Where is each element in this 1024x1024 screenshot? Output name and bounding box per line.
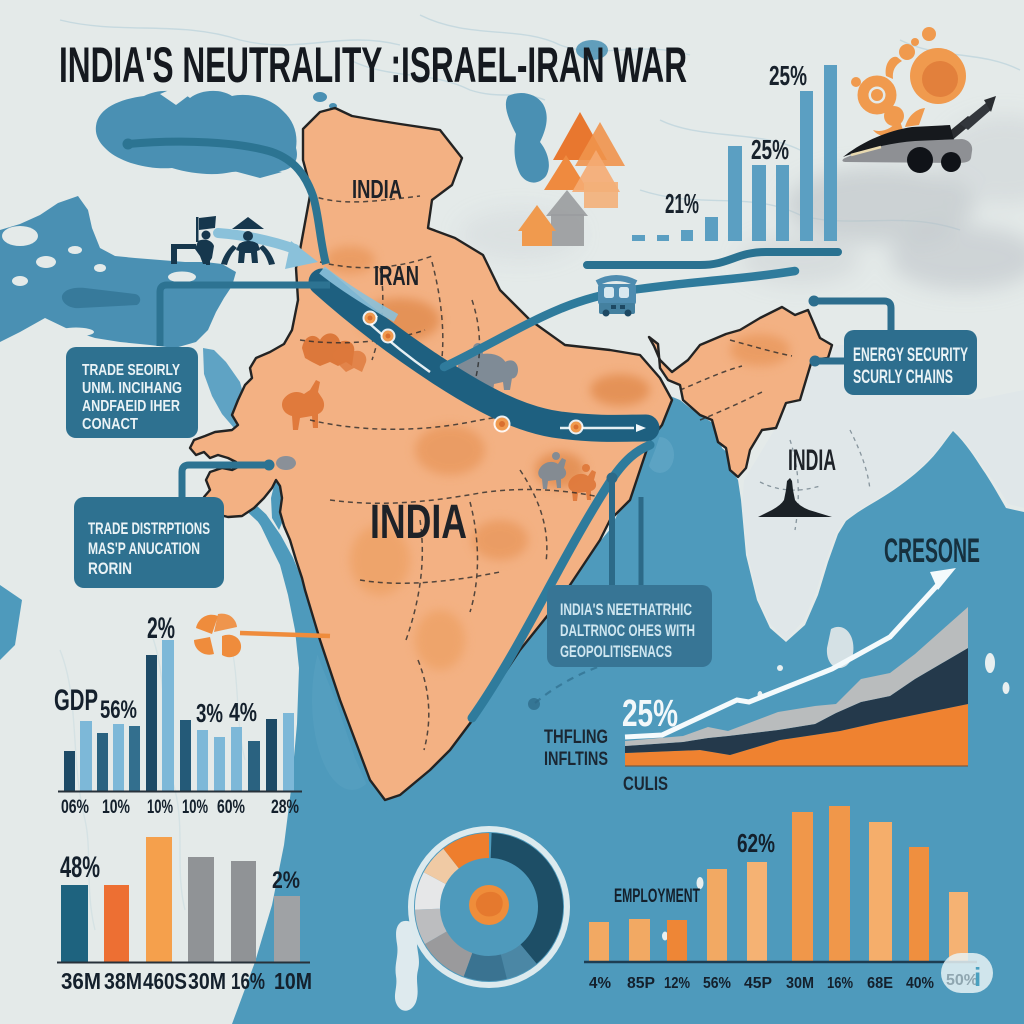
svg-text:IRAN: IRAN [374,260,419,291]
svg-text:UNM. INCIHANG: UNM. INCIHANG [82,380,182,397]
svg-text:CRESONE: CRESONE [884,532,980,570]
svg-text:85P: 85P [627,975,655,992]
svg-text:2%: 2% [272,867,300,894]
svg-text:50%: 50% [946,972,978,989]
svg-text:56%: 56% [703,975,731,992]
svg-text:25%: 25% [751,134,789,165]
svg-text:EMPLOYMENT: EMPLOYMENT [614,886,700,907]
svg-text:45P: 45P [744,975,772,992]
svg-text:4%: 4% [589,975,611,992]
svg-text:21%: 21% [665,188,699,219]
svg-text:06%: 06% [61,797,89,818]
svg-text:10%: 10% [147,797,173,818]
svg-text:2%: 2% [147,612,175,645]
svg-text:16%: 16% [827,975,853,992]
svg-text:CONACT: CONACT [82,416,138,433]
svg-text:INDIA: INDIA [788,444,836,477]
svg-text:10M: 10M [274,968,312,994]
svg-text:MAS'P ANUCATION: MAS'P ANUCATION [88,539,200,558]
svg-text:TRADE SEOIRLY: TRADE SEOIRLY [82,362,180,379]
svg-text:RORIN: RORIN [88,559,132,578]
svg-text:10%: 10% [102,797,130,818]
svg-text:INDIA'S NEUTRALITY :ISRAEL-IRA: INDIA'S NEUTRALITY :ISRAEL-IRAN WAR [59,37,687,93]
svg-text:INFLTINS: INFLTINS [544,749,608,770]
svg-text:36M: 36M [61,968,101,994]
svg-text:3%: 3% [196,698,223,728]
svg-text:25%: 25% [622,693,678,735]
svg-text:30M: 30M [188,968,226,994]
svg-text:25%: 25% [769,60,807,91]
svg-text:CULIS: CULIS [623,774,668,795]
svg-text:GEOPOLITISENACS: GEOPOLITISENACS [560,642,672,661]
svg-text:48%: 48% [60,851,100,884]
svg-text:38M: 38M [104,968,142,994]
svg-text:ANDFAEID IHER: ANDFAEID IHER [82,398,180,415]
svg-text:INDIA: INDIA [352,174,402,204]
svg-text:4%: 4% [229,697,257,727]
svg-text:TRADE DISTRPTIONS: TRADE DISTRPTIONS [88,519,210,538]
svg-text:i: i [974,962,981,992]
svg-text:SCURLY CHAINS: SCURLY CHAINS [853,367,953,388]
svg-text:12%: 12% [664,975,690,992]
svg-text:16%: 16% [231,968,265,994]
svg-text:ENERGY SECURITY: ENERGY SECURITY [853,345,968,366]
svg-text:INDIA: INDIA [370,496,467,549]
svg-text:30M: 30M [786,975,814,992]
svg-text:62%: 62% [737,828,775,858]
svg-text:DALTRNOC OHES WITH: DALTRNOC OHES WITH [560,621,695,640]
svg-text:40%: 40% [906,975,934,992]
svg-text:INDIA'S NEETHATRHIC: INDIA'S NEETHATRHIC [560,600,692,619]
svg-text:10%: 10% [182,797,208,818]
svg-text:460S: 460S [143,968,187,994]
svg-text:60%: 60% [217,797,245,818]
svg-text:THFLING: THFLING [544,727,608,748]
svg-text:GDP: GDP [54,684,98,717]
svg-text:68E: 68E [867,975,893,992]
svg-text:28%: 28% [271,797,299,818]
svg-text:56%: 56% [100,696,137,724]
